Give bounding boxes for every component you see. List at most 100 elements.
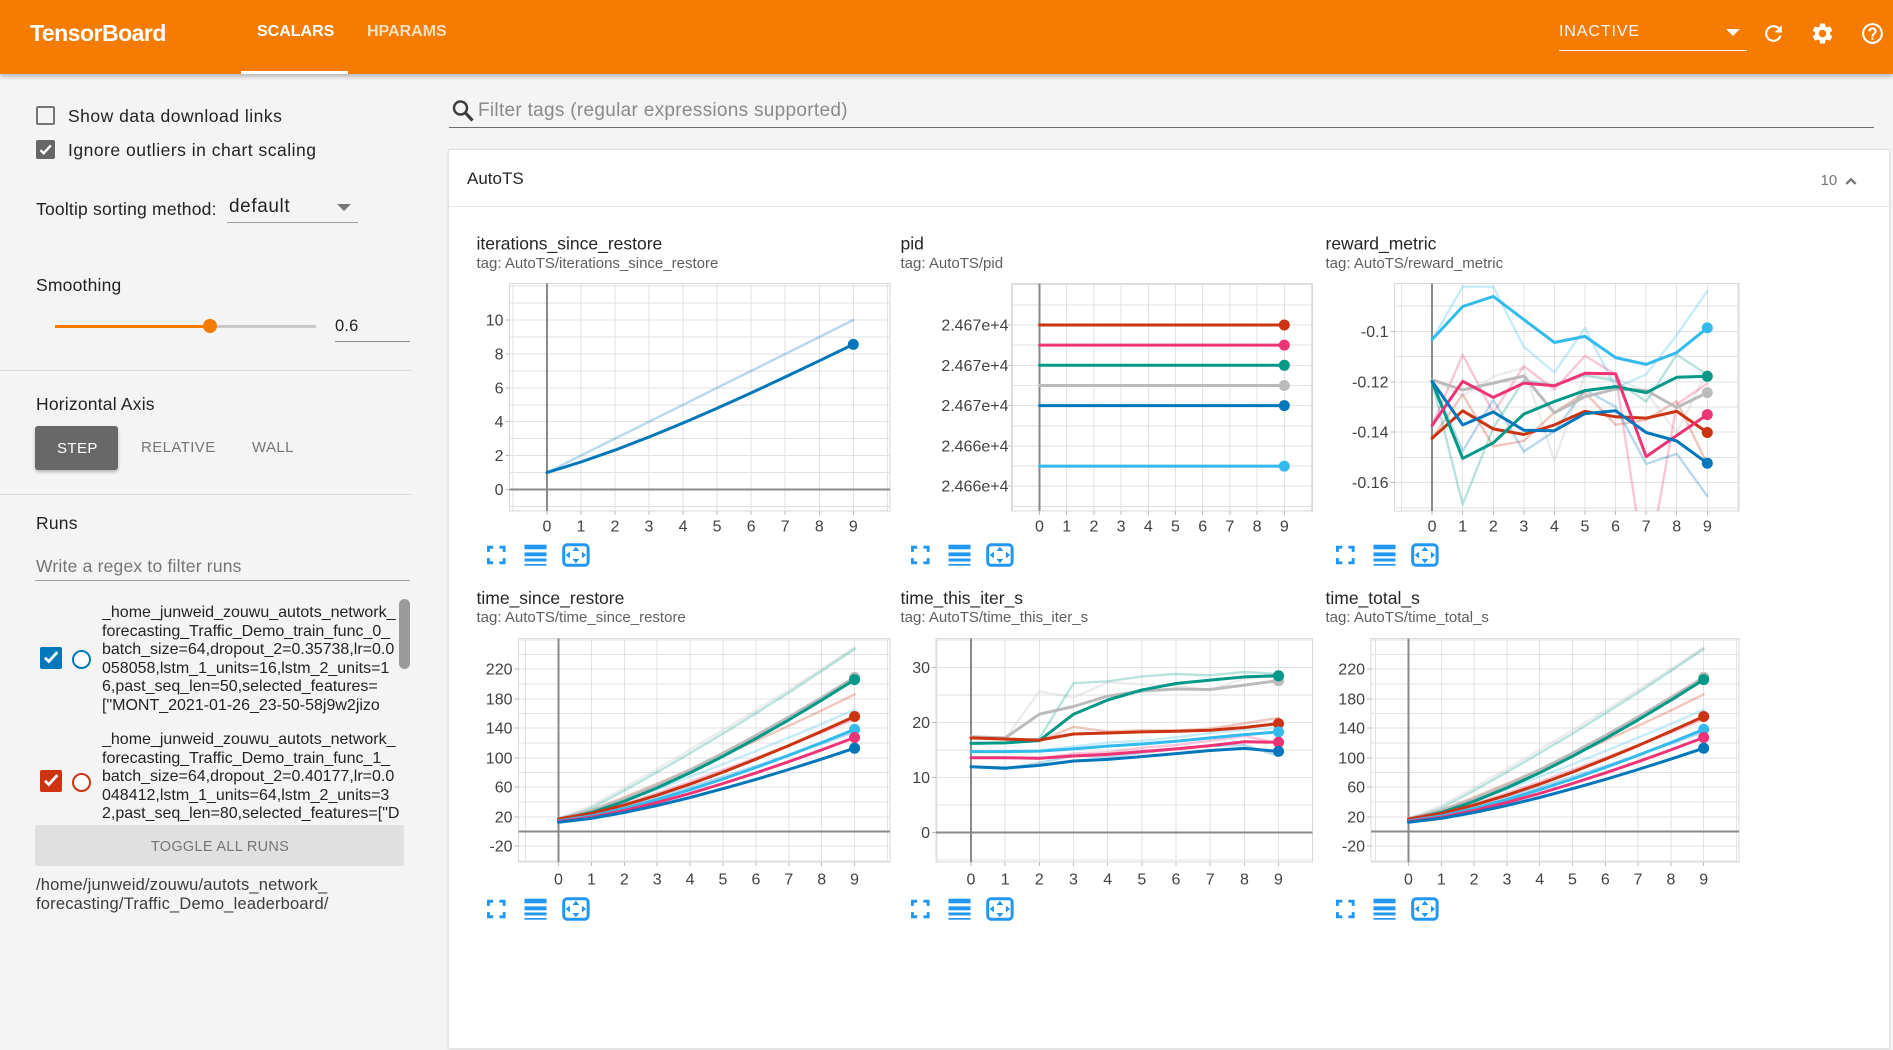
svg-text:0: 0 xyxy=(1404,871,1413,888)
svg-text:2: 2 xyxy=(1034,871,1043,888)
svg-text:0: 0 xyxy=(542,518,551,535)
svg-text:-0.1: -0.1 xyxy=(1360,323,1388,340)
svg-text:1: 1 xyxy=(1436,871,1445,888)
svg-text:9: 9 xyxy=(1274,871,1283,888)
svg-text:6: 6 xyxy=(1611,518,1620,535)
svg-text:tag: AutoTS/pid: tag: AutoTS/pid xyxy=(900,255,1003,272)
svg-text:6: 6 xyxy=(494,380,503,397)
svg-text:8: 8 xyxy=(1666,871,1675,888)
svg-text:8: 8 xyxy=(1252,518,1261,535)
svg-text:4: 4 xyxy=(1549,518,1558,535)
svg-text:2.466e+4: 2.466e+4 xyxy=(941,438,1008,455)
svg-text:5: 5 xyxy=(1568,871,1577,888)
svg-text:2: 2 xyxy=(619,871,628,888)
svg-text:2: 2 xyxy=(1089,518,1098,535)
svg-text:1: 1 xyxy=(1000,871,1009,888)
svg-text:4: 4 xyxy=(678,518,687,535)
svg-text:8: 8 xyxy=(817,871,826,888)
svg-text:3: 3 xyxy=(1519,518,1528,535)
svg-text:tag: AutoTS/time_this_iter_s: tag: AutoTS/time_this_iter_s xyxy=(900,609,1088,626)
svg-text:140: 140 xyxy=(485,720,512,737)
svg-text:180: 180 xyxy=(485,691,512,708)
svg-text:1: 1 xyxy=(586,871,595,888)
svg-text:20: 20 xyxy=(912,715,930,732)
svg-text:time_total_s: time_total_s xyxy=(1325,588,1420,609)
svg-text:0: 0 xyxy=(1035,518,1044,535)
svg-text:4: 4 xyxy=(685,871,694,888)
svg-text:tag: AutoTS/time_since_restore: tag: AutoTS/time_since_restore xyxy=(476,609,685,626)
svg-text:1: 1 xyxy=(1062,518,1071,535)
svg-text:9: 9 xyxy=(850,871,859,888)
svg-text:tag: AutoTS/time_total_s: tag: AutoTS/time_total_s xyxy=(1325,609,1488,626)
svg-text:0: 0 xyxy=(554,871,563,888)
svg-text:2.467e+4: 2.467e+4 xyxy=(941,398,1008,415)
svg-text:6: 6 xyxy=(746,518,755,535)
svg-text:5: 5 xyxy=(1137,871,1146,888)
svg-text:3: 3 xyxy=(644,518,653,535)
svg-text:6: 6 xyxy=(751,871,760,888)
svg-text:140: 140 xyxy=(1338,720,1365,737)
svg-text:0: 0 xyxy=(1427,518,1436,535)
svg-text:pid: pid xyxy=(900,233,923,253)
svg-text:9: 9 xyxy=(848,518,857,535)
svg-text:2: 2 xyxy=(610,518,619,535)
svg-text:3: 3 xyxy=(652,871,661,888)
svg-text:-0.16: -0.16 xyxy=(1352,475,1389,492)
svg-text:0: 0 xyxy=(921,825,930,842)
svg-text:0: 0 xyxy=(966,871,975,888)
svg-text:4: 4 xyxy=(1143,518,1152,535)
svg-text:2: 2 xyxy=(494,448,503,465)
svg-text:7: 7 xyxy=(1641,518,1650,535)
svg-text:180: 180 xyxy=(1338,691,1365,708)
svg-text:60: 60 xyxy=(1347,779,1365,796)
svg-text:8: 8 xyxy=(494,346,503,363)
svg-text:9: 9 xyxy=(1699,871,1708,888)
svg-text:time_since_restore: time_since_restore xyxy=(476,588,624,609)
svg-text:1: 1 xyxy=(1458,518,1467,535)
svg-text:20: 20 xyxy=(1347,809,1365,826)
svg-text:time_this_iter_s: time_this_iter_s xyxy=(900,588,1023,609)
svg-text:3: 3 xyxy=(1069,871,1078,888)
svg-text:7: 7 xyxy=(1225,518,1234,535)
svg-text:7: 7 xyxy=(784,871,793,888)
svg-text:-20: -20 xyxy=(1341,838,1364,855)
svg-text:7: 7 xyxy=(780,518,789,535)
svg-text:6: 6 xyxy=(1171,871,1180,888)
svg-text:30: 30 xyxy=(912,660,930,677)
svg-text:5: 5 xyxy=(1580,518,1589,535)
svg-text:6: 6 xyxy=(1600,871,1609,888)
svg-text:5: 5 xyxy=(712,518,721,535)
svg-text:3: 3 xyxy=(1116,518,1125,535)
svg-text:100: 100 xyxy=(485,750,512,767)
svg-text:2: 2 xyxy=(1488,518,1497,535)
svg-text:5: 5 xyxy=(1171,518,1180,535)
svg-text:9: 9 xyxy=(1702,518,1711,535)
svg-text:iterations_since_restore: iterations_since_restore xyxy=(476,233,662,254)
svg-text:9: 9 xyxy=(1279,518,1288,535)
svg-text:20: 20 xyxy=(494,809,512,826)
svg-text:4: 4 xyxy=(494,414,503,431)
svg-text:8: 8 xyxy=(1672,518,1681,535)
svg-text:1: 1 xyxy=(576,518,585,535)
svg-text:2.467e+4: 2.467e+4 xyxy=(941,357,1008,374)
svg-text:-0.14: -0.14 xyxy=(1352,424,1389,441)
svg-text:8: 8 xyxy=(1239,871,1248,888)
svg-text:reward_metric: reward_metric xyxy=(1325,233,1436,254)
svg-text:10: 10 xyxy=(912,770,930,787)
svg-text:tag: AutoTS/iterations_since_r: tag: AutoTS/iterations_since_restore xyxy=(476,255,718,272)
svg-text:3: 3 xyxy=(1502,871,1511,888)
svg-text:220: 220 xyxy=(485,661,512,678)
svg-text:220: 220 xyxy=(1338,661,1365,678)
svg-text:0: 0 xyxy=(494,482,503,499)
svg-text:2.466e+4: 2.466e+4 xyxy=(941,478,1008,495)
svg-text:10: 10 xyxy=(485,312,503,329)
svg-text:-20: -20 xyxy=(489,838,512,855)
svg-text:8: 8 xyxy=(814,518,823,535)
svg-text:4: 4 xyxy=(1535,871,1544,888)
svg-text:-0.12: -0.12 xyxy=(1352,374,1389,391)
svg-text:tag: AutoTS/reward_metric: tag: AutoTS/reward_metric xyxy=(1325,255,1503,272)
svg-text:6: 6 xyxy=(1198,518,1207,535)
svg-text:100: 100 xyxy=(1338,750,1365,767)
svg-text:5: 5 xyxy=(718,871,727,888)
svg-text:4: 4 xyxy=(1103,871,1112,888)
